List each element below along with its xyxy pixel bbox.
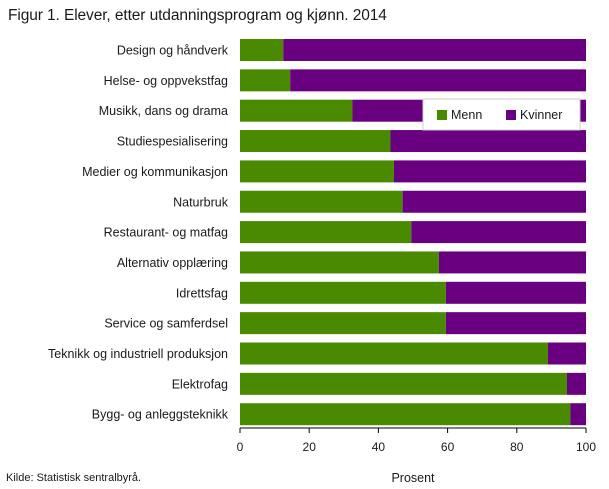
source-note: Kilde: Statistisk sentralbyrå. — [6, 472, 142, 484]
bar-menn-naturbruk — [240, 190, 403, 213]
legend-box — [422, 98, 581, 131]
bar-kvinner-bygg-og-anleggsteknikk — [570, 403, 586, 426]
bar-menn-teknikk-og-industriell-produksjon — [240, 342, 548, 365]
bar-menn-restaurant-og-matfag — [240, 221, 412, 244]
bar-menn-helse-og-oppvekstfag — [240, 69, 291, 92]
x-tick-label-100: 100 — [576, 440, 596, 454]
chart-title: Figur 1. Elever, etter utdanningsprogram… — [8, 7, 387, 24]
category-labels: Design og håndverk Helse- og oppvekstfag M… — [48, 44, 229, 422]
legend-swatch-kvinner — [506, 110, 516, 120]
x-tick-label-60: 60 — [441, 440, 455, 454]
bar-menn-design-og-håndverk — [240, 39, 284, 61]
bar-menn-bygg-og-anleggsteknikk — [240, 403, 571, 426]
bars-group — [240, 39, 586, 426]
bar-kvinner-teknikk-og-industriell-produksjon — [547, 342, 586, 365]
bar-kvinner-service-og-samferdsel — [445, 312, 586, 335]
bar-menn-elektrofag — [240, 372, 567, 395]
category-label-musikk-dans-og-drama: Musikk, dans og drama — [99, 104, 228, 118]
x-axis-title: Prosent — [391, 471, 435, 485]
legend-label-menn: Menn — [451, 108, 482, 122]
bar-menn-service-og-samferdsel — [240, 312, 446, 335]
x-tick-label-0: 0 — [237, 440, 244, 454]
bar-kvinner-design-og-håndverk — [283, 39, 586, 61]
bar-kvinner-elektrofag — [566, 372, 586, 395]
category-label-alternativ-opplæring: Alternativ opplæring — [117, 256, 228, 270]
bar-kvinner-restaurant-og-matfag — [411, 221, 586, 244]
x-tick-label-40: 40 — [372, 440, 386, 454]
legend-swatch-menn — [437, 110, 447, 120]
bar-kvinner-helse-og-oppvekstfag — [290, 69, 586, 92]
bar-menn-studiespesialisering — [240, 130, 391, 153]
category-label-teknikk-og-industriell-produksjon: Teknikk og industriell produksjon — [48, 347, 228, 361]
bar-kvinner-alternativ-opplæring — [438, 251, 586, 274]
legend: Menn Kvinner — [422, 98, 581, 131]
bar-menn-musikk-dans-og-drama — [240, 99, 353, 122]
bar-kvinner-medier-og-kommunikasjon — [393, 160, 586, 183]
category-label-restaurant-og-matfag: Restaurant- og matfag — [104, 226, 228, 240]
bar-menn-idrettsfag — [240, 281, 446, 304]
category-label-service-og-samferdsel: Service og samferdsel — [104, 317, 228, 331]
bar-kvinner-naturbruk — [402, 190, 586, 213]
category-label-design-og-håndverk: Design og håndverk — [117, 44, 229, 58]
category-label-naturbruk: Naturbruk — [173, 195, 229, 209]
x-axis: 0 20 40 60 80 100 — [237, 427, 596, 454]
category-label-elektrofag: Elektrofag — [172, 377, 228, 391]
category-label-studiespesialisering: Studiespesialisering — [117, 135, 228, 149]
bar-menn-alternativ-opplæring — [240, 251, 439, 274]
x-tick-label-20: 20 — [303, 440, 317, 454]
bar-menn-medier-og-kommunikasjon — [240, 160, 394, 183]
x-tick-label-80: 80 — [510, 440, 524, 454]
category-label-helse-og-oppvekstfag: Helse- og oppvekstfag — [104, 74, 228, 88]
bar-kvinner-idrettsfag — [445, 281, 586, 304]
bar-kvinner-studiespesialisering — [390, 130, 586, 153]
category-label-bygg-og-anleggsteknikk: Bygg- og anleggsteknikk — [92, 408, 229, 422]
legend-label-kvinner: Kvinner — [520, 108, 562, 122]
category-label-idrettsfag: Idrettsfag — [176, 286, 228, 300]
category-label-medier-og-kommunikasjon: Medier og kommunikasjon — [82, 165, 228, 179]
